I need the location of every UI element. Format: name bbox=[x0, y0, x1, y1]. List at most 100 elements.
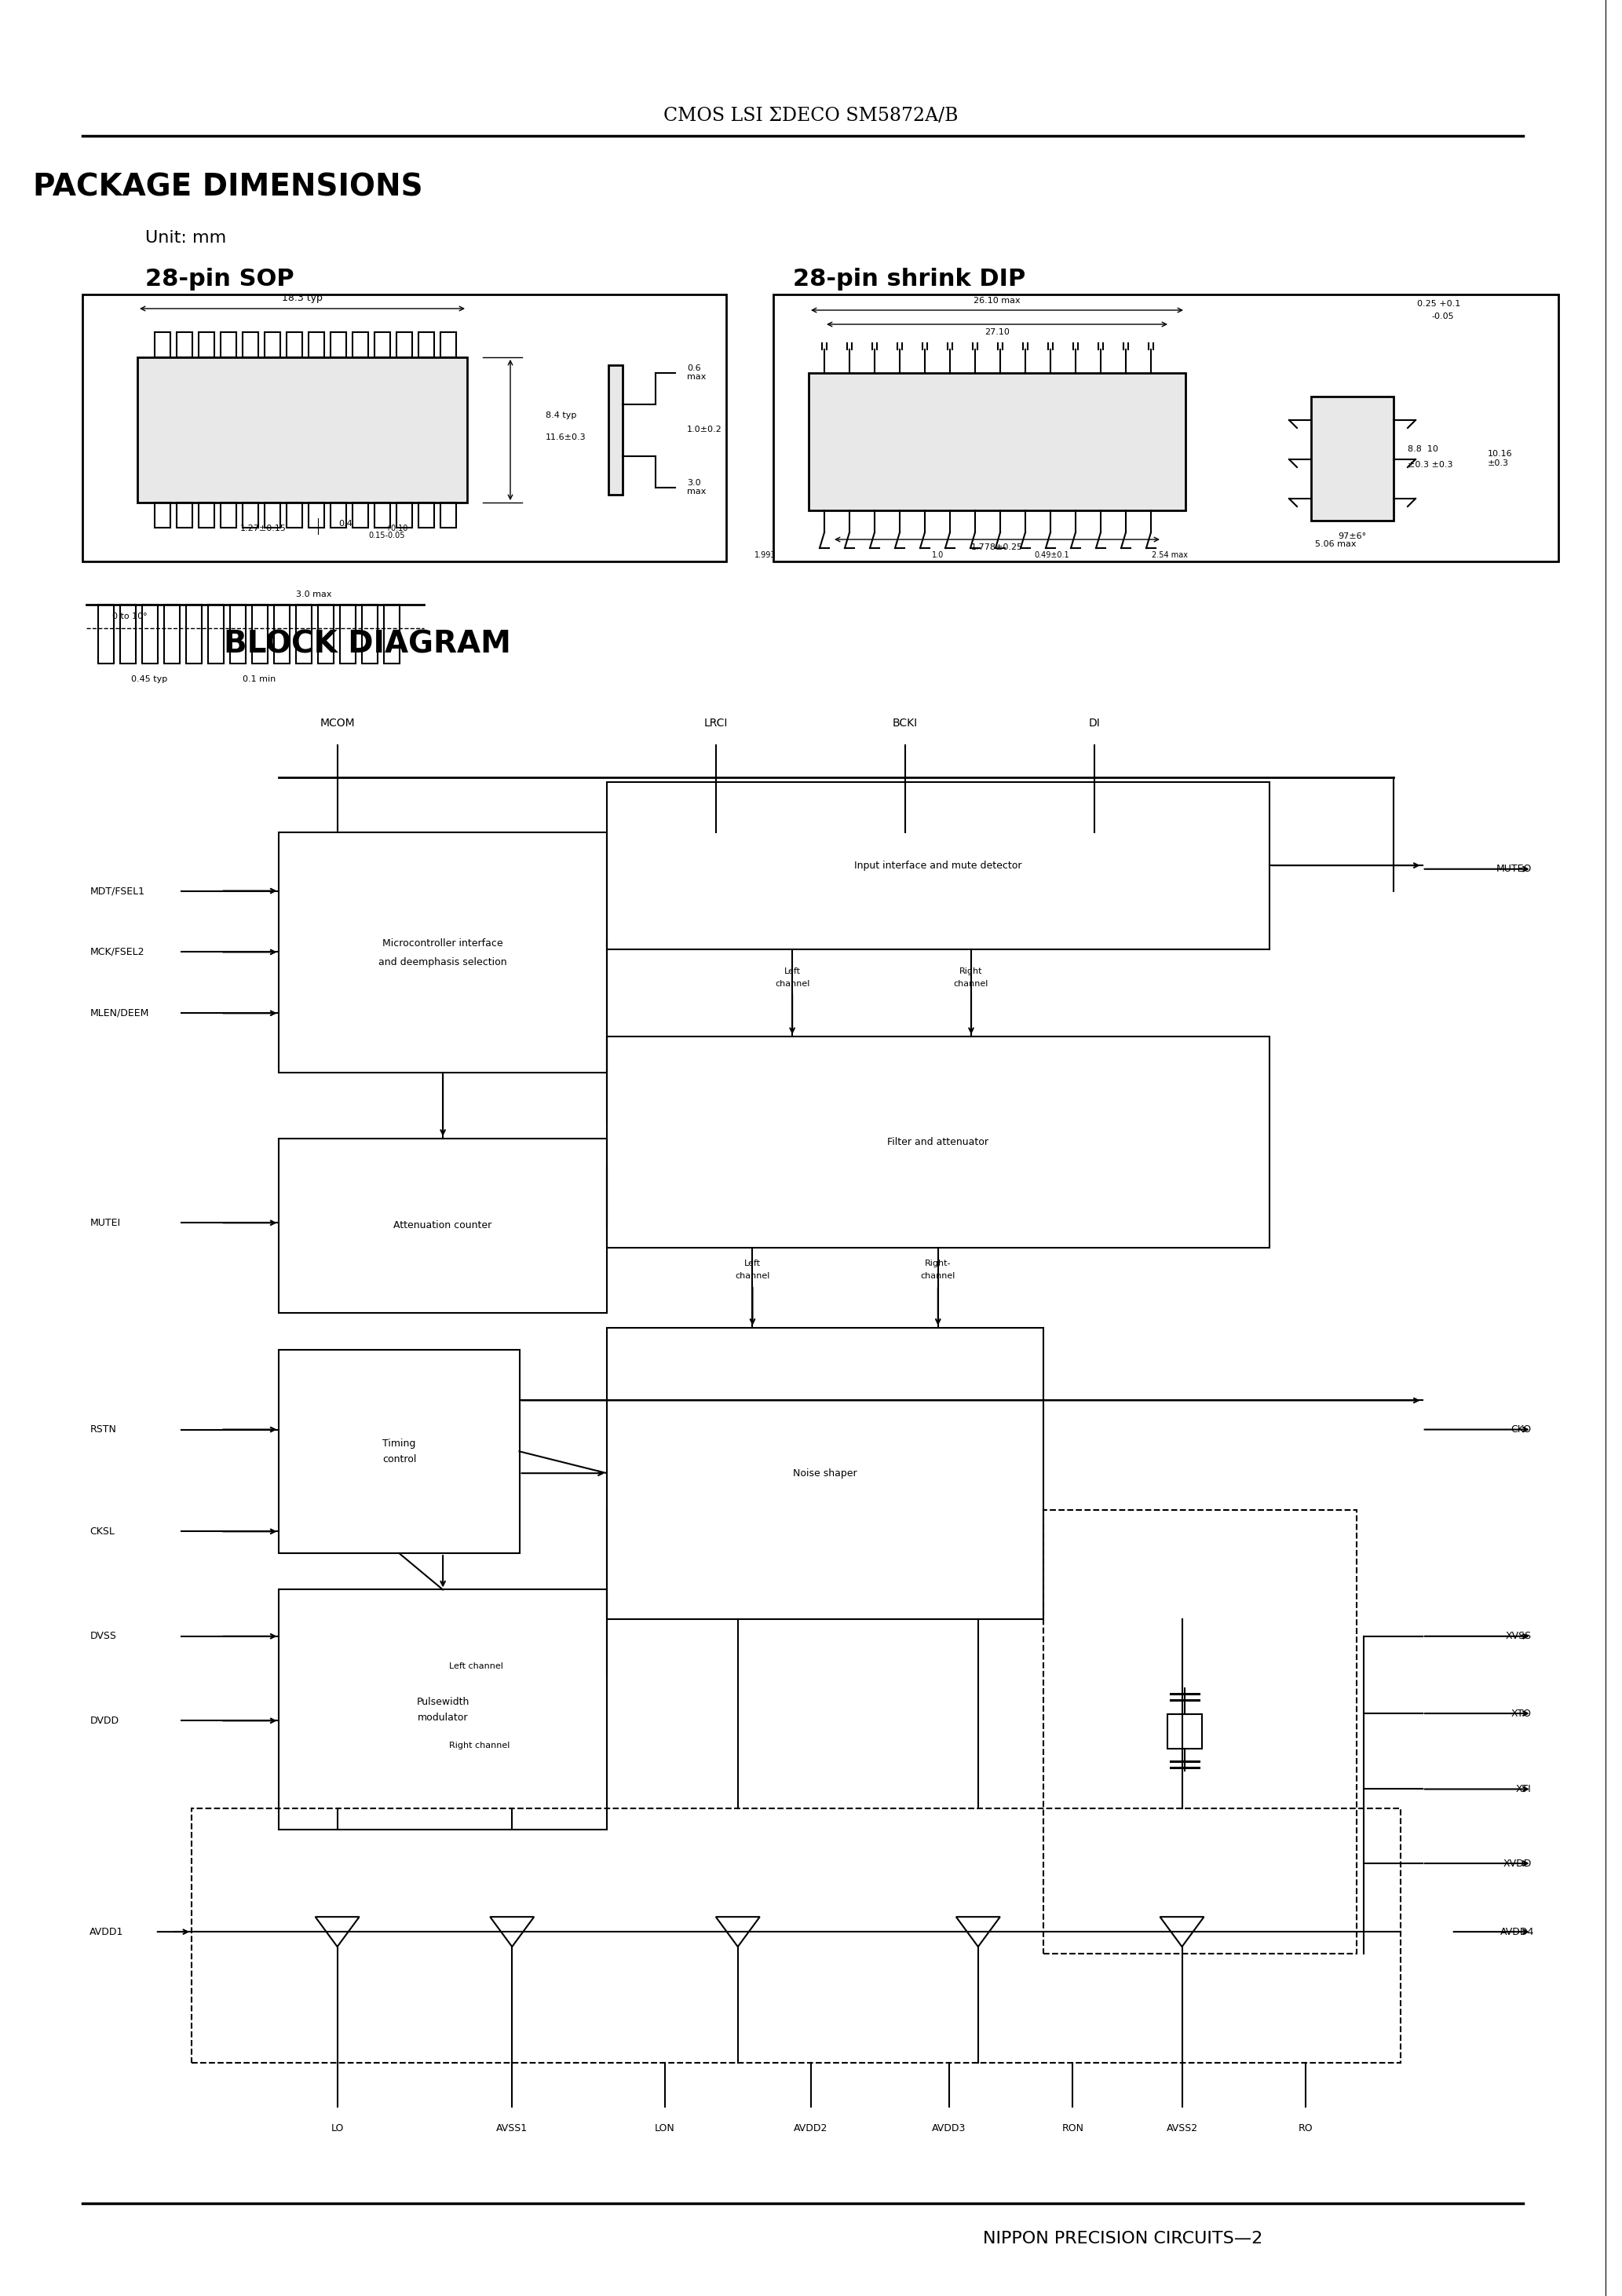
Text: 0.4: 0.4 bbox=[339, 519, 352, 528]
Bar bbox=[1043, 1508, 1356, 1954]
Text: 28-pin shrink DIP: 28-pin shrink DIP bbox=[793, 266, 1025, 289]
Text: channel: channel bbox=[775, 980, 809, 987]
Bar bbox=[143, 604, 157, 664]
Text: -0.05: -0.05 bbox=[1431, 312, 1453, 321]
Bar bbox=[774, 294, 1559, 563]
Bar bbox=[441, 503, 456, 528]
Text: channel: channel bbox=[954, 980, 988, 987]
Bar bbox=[295, 604, 311, 664]
Bar bbox=[83, 294, 727, 563]
Bar bbox=[221, 333, 237, 358]
Text: MCK/FSEL2: MCK/FSEL2 bbox=[89, 946, 144, 957]
Text: 5.06 max: 5.06 max bbox=[1315, 540, 1356, 549]
Bar bbox=[375, 503, 391, 528]
Bar bbox=[177, 503, 193, 528]
Bar bbox=[274, 604, 290, 664]
Text: XVDD: XVDD bbox=[1504, 1857, 1531, 1869]
Text: AVDD4: AVDD4 bbox=[1500, 1926, 1534, 1938]
Text: 0.49±0.1: 0.49±0.1 bbox=[1035, 551, 1069, 560]
Text: 8.4 typ: 8.4 typ bbox=[545, 411, 576, 420]
Text: Filter and attenuator: Filter and attenuator bbox=[887, 1137, 989, 1148]
Text: 26.10 max: 26.10 max bbox=[973, 296, 1020, 305]
Bar bbox=[279, 1589, 607, 1830]
Bar bbox=[341, 604, 355, 664]
Text: XTO: XTO bbox=[1512, 1708, 1531, 1717]
Text: 0.15-0.05: 0.15-0.05 bbox=[368, 533, 406, 540]
Text: Left: Left bbox=[783, 967, 801, 976]
Bar bbox=[198, 333, 214, 358]
Text: XTI: XTI bbox=[1517, 1784, 1531, 1793]
Text: LRCI: LRCI bbox=[704, 719, 728, 728]
Text: 1.993: 1.993 bbox=[754, 551, 777, 560]
Text: Right channel: Right channel bbox=[449, 1743, 511, 1750]
Text: Right: Right bbox=[960, 967, 983, 976]
Text: AVSS1: AVSS1 bbox=[496, 2124, 527, 2133]
Text: MDT/FSEL1: MDT/FSEL1 bbox=[89, 886, 144, 895]
Text: 0.25 +0.1: 0.25 +0.1 bbox=[1418, 301, 1460, 308]
Bar bbox=[607, 1327, 1043, 1619]
Text: channel: channel bbox=[735, 1272, 770, 1279]
Text: Noise shaper: Noise shaper bbox=[793, 1467, 856, 1479]
Bar bbox=[441, 333, 456, 358]
Bar bbox=[243, 333, 258, 358]
Text: 97±6°: 97±6° bbox=[1338, 533, 1366, 540]
Text: Attenuation counter: Attenuation counter bbox=[394, 1221, 491, 1231]
Text: 1.0±0.2: 1.0±0.2 bbox=[688, 427, 722, 434]
Text: and deemphasis selection: and deemphasis selection bbox=[378, 957, 508, 967]
Text: +0.10: +0.10 bbox=[384, 523, 409, 533]
Bar bbox=[287, 333, 302, 358]
Bar bbox=[120, 604, 136, 664]
Text: AVSS2: AVSS2 bbox=[1166, 2124, 1197, 2133]
Bar bbox=[607, 781, 1270, 948]
Text: MCOM: MCOM bbox=[320, 719, 355, 728]
Text: 3.0 max: 3.0 max bbox=[297, 590, 333, 599]
Text: 28-pin SOP: 28-pin SOP bbox=[146, 266, 294, 289]
Bar bbox=[99, 604, 114, 664]
Bar bbox=[1311, 397, 1393, 521]
Text: Microcontroller interface: Microcontroller interface bbox=[383, 939, 503, 948]
Bar bbox=[608, 365, 623, 494]
Bar bbox=[221, 503, 237, 528]
Text: 11.6±0.3: 11.6±0.3 bbox=[545, 434, 586, 441]
Text: MUTEO: MUTEO bbox=[1495, 863, 1531, 875]
Text: DVSS: DVSS bbox=[89, 1630, 117, 1642]
Bar bbox=[1168, 1715, 1202, 1750]
Text: CKO: CKO bbox=[1512, 1424, 1531, 1435]
Text: control: control bbox=[383, 1453, 417, 1465]
Text: 0.6
max: 0.6 max bbox=[688, 365, 706, 381]
Text: PACKAGE DIMENSIONS: PACKAGE DIMENSIONS bbox=[32, 172, 423, 202]
Text: AVDD3: AVDD3 bbox=[933, 2124, 967, 2133]
Bar bbox=[396, 503, 412, 528]
Text: channel: channel bbox=[921, 1272, 955, 1279]
Bar bbox=[279, 1350, 519, 1554]
Bar bbox=[308, 333, 324, 358]
Bar bbox=[352, 333, 368, 358]
Text: DVDD: DVDD bbox=[89, 1715, 118, 1727]
Bar bbox=[154, 333, 170, 358]
Bar bbox=[384, 604, 399, 664]
Text: modulator: modulator bbox=[417, 1713, 469, 1722]
Text: BCKI: BCKI bbox=[892, 719, 918, 728]
Bar bbox=[138, 358, 467, 503]
Text: 1.778±0.25: 1.778±0.25 bbox=[972, 544, 1023, 551]
Text: XVSS: XVSS bbox=[1505, 1630, 1531, 1642]
Text: AVDD1: AVDD1 bbox=[89, 1926, 123, 1938]
Text: RON: RON bbox=[1062, 2124, 1083, 2133]
Text: RSTN: RSTN bbox=[89, 1424, 117, 1435]
Bar bbox=[177, 333, 193, 358]
Text: 0.45 typ: 0.45 typ bbox=[131, 675, 167, 684]
Text: CMOS LSI ΣDECO SM5872A/B: CMOS LSI ΣDECO SM5872A/B bbox=[663, 108, 959, 126]
Text: NIPPON PRECISION CIRCUITS—2: NIPPON PRECISION CIRCUITS—2 bbox=[983, 2232, 1262, 2245]
Text: Right-: Right- bbox=[925, 1258, 950, 1267]
Bar bbox=[279, 833, 607, 1072]
Text: Left: Left bbox=[744, 1258, 761, 1267]
Bar bbox=[154, 503, 170, 528]
Bar bbox=[164, 604, 180, 664]
Text: 0 to 10°: 0 to 10° bbox=[112, 613, 148, 620]
Bar bbox=[375, 333, 391, 358]
Text: Input interface and mute detector: Input interface and mute detector bbox=[855, 861, 1022, 870]
Bar bbox=[331, 503, 345, 528]
Text: LO: LO bbox=[331, 2124, 344, 2133]
Bar bbox=[243, 503, 258, 528]
Bar bbox=[809, 372, 1186, 510]
